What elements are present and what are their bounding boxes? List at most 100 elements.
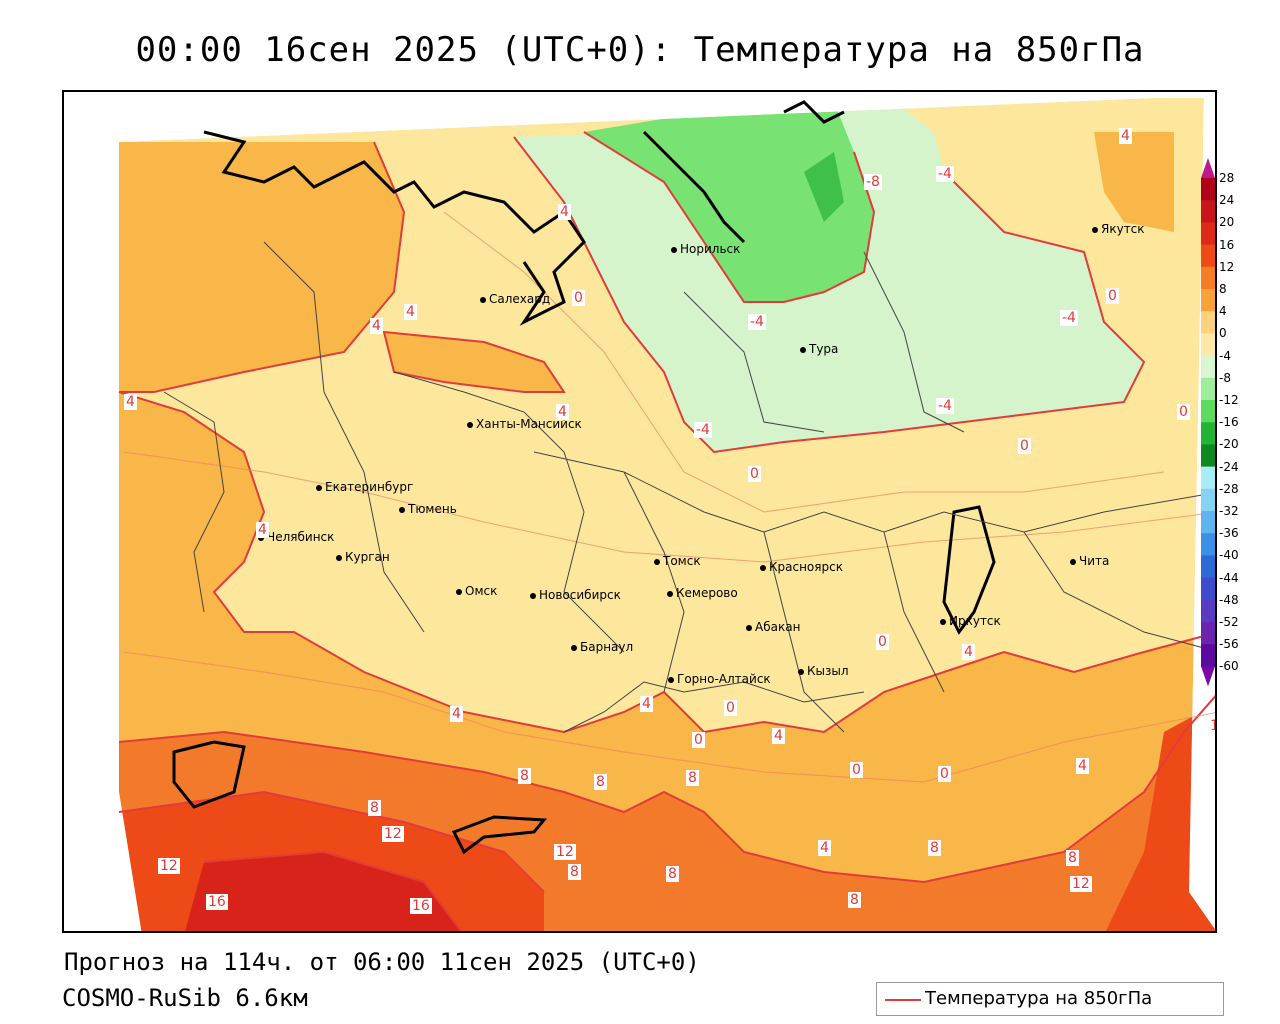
colorbar-tick-label: -36 bbox=[1219, 526, 1239, 541]
zone-minus8-minus12 bbox=[804, 152, 844, 222]
city-chita: Чита bbox=[1070, 554, 1109, 568]
colorbar-swatch bbox=[1201, 311, 1215, 334]
isotherm-label: 0 bbox=[572, 290, 585, 306]
colorbar-swatch bbox=[1201, 333, 1215, 357]
isotherm-label: 0 bbox=[724, 700, 737, 716]
city-marker-icon bbox=[571, 644, 577, 651]
colorbar-tick-label: -48 bbox=[1219, 592, 1239, 607]
coastline bbox=[172, 100, 996, 855]
isotherm-label: 4 bbox=[558, 204, 571, 220]
isotherm-label: 4 bbox=[450, 706, 463, 722]
admin-borders bbox=[163, 241, 1215, 733]
city-yakutsk: Якутск bbox=[1092, 222, 1145, 236]
map-panel: Норильск Якутск Салехард Тура Ханты-Манс… bbox=[62, 90, 1217, 933]
isotherm-label: 1 bbox=[1208, 718, 1215, 734]
zone-16-20 bbox=[184, 852, 464, 931]
isotherms bbox=[118, 131, 1215, 931]
city-norilsk: Норильск bbox=[671, 242, 740, 256]
city-marker-icon bbox=[667, 590, 673, 597]
isotherm-label: -4 bbox=[936, 166, 954, 182]
isotherm-label: 0 bbox=[1177, 404, 1190, 420]
colorbar-swatch bbox=[1201, 555, 1215, 579]
isotherm-label: 0 bbox=[748, 466, 761, 482]
city-marker-icon bbox=[1092, 226, 1098, 233]
colorbar-tick-label: -12 bbox=[1219, 393, 1239, 407]
colorbar-tick-label: -24 bbox=[1219, 459, 1239, 474]
thin-isolines bbox=[123, 211, 1215, 783]
city-kemerovo: Кемерово bbox=[667, 586, 738, 600]
map-title: 00:00 16сен 2025 (UTC+0): Температура на… bbox=[135, 30, 1145, 70]
isotherm-label: 4 bbox=[124, 394, 137, 410]
city-marker-icon bbox=[480, 296, 486, 303]
legend-line-swatch bbox=[885, 999, 921, 1001]
colorbar-tick-label: 16 bbox=[1219, 237, 1235, 252]
colorbar-swatch bbox=[1201, 644, 1215, 667]
city-abakan: Абакан bbox=[746, 620, 800, 634]
colorbar-swatch bbox=[1201, 466, 1215, 490]
colorbar-tick-label: 12 bbox=[1219, 259, 1235, 274]
zone-4-8-ne bbox=[1094, 132, 1174, 232]
city-barnaul: Барнаул bbox=[571, 640, 633, 654]
colorbar-tick-label: -8 bbox=[1219, 370, 1231, 385]
colorbar-swatch bbox=[1201, 622, 1215, 645]
isotherm-label: 4 bbox=[818, 840, 831, 856]
isotherm-label: 0 bbox=[938, 766, 951, 782]
colorbar-tick-label: -52 bbox=[1219, 615, 1239, 629]
colorbar-tick-label: 28 bbox=[1219, 171, 1235, 185]
isotherm-label: 0 bbox=[1106, 288, 1119, 304]
city-irkutsk: Иркутск bbox=[940, 614, 1001, 628]
colorbar-top-arrow bbox=[1201, 158, 1215, 178]
isotherm-label: 12 bbox=[158, 858, 180, 874]
city-marker-icon bbox=[654, 558, 660, 565]
zone-4-8-west bbox=[119, 142, 404, 392]
isotherm-label: -4 bbox=[1060, 310, 1078, 326]
colorbar-swatch bbox=[1201, 444, 1215, 468]
colorbar-swatch bbox=[1201, 244, 1215, 268]
isotherm-label: 0 bbox=[692, 732, 705, 748]
legend-label: Температура на 850гПа bbox=[925, 988, 1153, 1009]
city-salekhard: Салехард bbox=[480, 292, 550, 306]
model-name: COSMO-RuSib 6.6км bbox=[62, 984, 308, 1012]
colorbar-tick-label: 4 bbox=[1219, 304, 1227, 319]
city-marker-icon bbox=[399, 506, 405, 513]
isotherm-label: 8 bbox=[368, 800, 381, 816]
isotherm-label: 16 bbox=[206, 894, 228, 910]
city-marker-icon bbox=[336, 554, 342, 561]
colorbar-swatch bbox=[1201, 599, 1215, 623]
colorbar-swatch bbox=[1201, 200, 1215, 223]
city-marker-icon bbox=[760, 564, 766, 571]
forecast-info: Прогноз на 114ч. от 06:00 11сен 2025 (UT… bbox=[64, 948, 700, 976]
city-marker-icon bbox=[798, 668, 804, 675]
isotherm-label: 0 bbox=[876, 634, 889, 650]
colorbar-tick-label: -44 bbox=[1219, 570, 1239, 585]
city-kyzyl: Кызыл bbox=[798, 664, 849, 678]
isotherm-label: 12 bbox=[554, 844, 576, 860]
isotherm-label: 12 bbox=[1070, 876, 1092, 892]
isotherm-label: 4 bbox=[962, 644, 975, 660]
legend: Температура на 850гПа bbox=[876, 982, 1224, 1016]
isotherm-label: 8 bbox=[686, 770, 699, 786]
isotherm-label: 4 bbox=[1076, 758, 1089, 774]
city-marker-icon bbox=[800, 346, 806, 353]
zone-minus4-minus8 bbox=[584, 102, 874, 302]
city-gorno-altaysk: Горно-Алтайск bbox=[668, 672, 771, 686]
isotherm-label: 4 bbox=[1119, 128, 1132, 144]
colorbar-swatch bbox=[1201, 400, 1215, 423]
colorbar-swatch bbox=[1201, 422, 1215, 445]
colorbar-tick-label: -32 bbox=[1219, 504, 1239, 518]
city-kurgan: Курган bbox=[336, 550, 390, 564]
city-tomsk: Томск bbox=[654, 554, 701, 568]
isotherm-label: 4 bbox=[370, 318, 383, 334]
city-marker-icon bbox=[467, 421, 473, 428]
colorbar-swatch bbox=[1201, 511, 1215, 534]
colorbar-tick-label: -60 bbox=[1219, 659, 1239, 674]
city-chelyabinsk: Челябинск bbox=[258, 530, 334, 544]
zone-0-4-north bbox=[934, 102, 1064, 192]
isotherm-label: 4 bbox=[556, 404, 569, 420]
isotherm-label: 8 bbox=[568, 864, 581, 880]
city-khanty-mansiysk: Ханты-Мансийск bbox=[467, 417, 582, 431]
city-novosibirsk: Новосибирск bbox=[530, 588, 621, 602]
colorbar-bottom-arrow bbox=[1201, 666, 1215, 687]
colorbar-swatch bbox=[1201, 533, 1215, 556]
colorbar-tick-label: -28 bbox=[1219, 481, 1239, 496]
